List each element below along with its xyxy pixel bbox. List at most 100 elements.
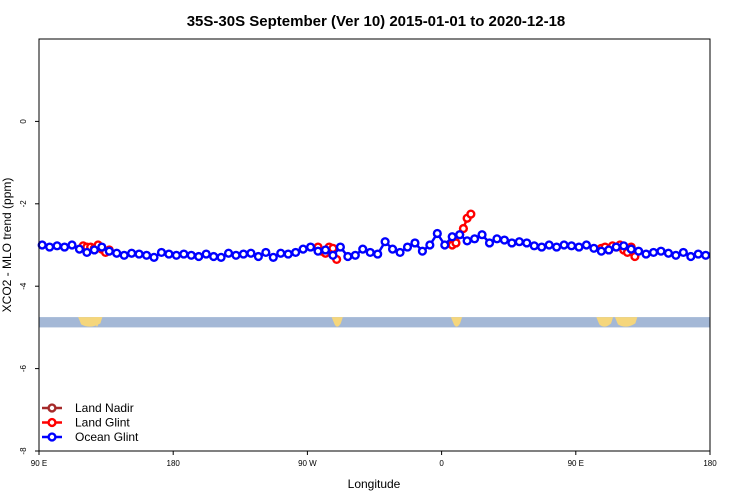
land-patch	[331, 317, 343, 327]
data-point-ocean-glint	[209, 251, 219, 262]
data-point-ocean-glint	[425, 240, 435, 250]
data-point-ocean-glint	[156, 247, 167, 258]
data-point-ocean-glint	[104, 246, 114, 256]
data-point-ocean-glint	[283, 249, 293, 259]
data-point-ocean-glint	[67, 240, 77, 250]
data-point-ocean-glint	[566, 241, 577, 251]
data-point-ocean-glint	[537, 242, 547, 252]
data-point-ocean-glint	[678, 247, 688, 258]
data-point-ocean-glint	[313, 246, 323, 256]
data-point-ocean-glint	[261, 247, 271, 258]
y-axis: 0 -2 -4 -6 -8	[19, 119, 39, 455]
data-point-land-glint	[328, 243, 338, 253]
y-axis-label: XCO2 - MLO trend (ppm)	[0, 178, 14, 313]
data-point-ocean-glint	[97, 242, 107, 252]
data-point-ocean-glint	[559, 240, 569, 250]
chart-title: 35S-30S September (Ver 10) 2015-01-01 to…	[187, 13, 566, 30]
data-point-ocean-glint	[693, 249, 703, 259]
data-point-land-glint	[451, 238, 461, 248]
data-point-ocean-glint	[37, 240, 47, 250]
data-point-ocean-glint	[119, 250, 129, 260]
data-point-ocean-glint	[477, 230, 487, 240]
data-point-ocean-glint	[432, 228, 442, 239]
data-point-ocean-glint	[358, 244, 368, 254]
data-point-land-glint	[466, 209, 476, 219]
data-point-ocean-glint	[52, 241, 62, 251]
legend-marker	[47, 432, 57, 442]
land-patch	[93, 317, 101, 327]
data-point-ocean-glint	[186, 250, 196, 260]
data-point-ocean-glint	[231, 250, 241, 260]
data-point-ocean-glint	[626, 244, 636, 254]
legend-item-land-nadir: Land Nadir	[42, 401, 134, 415]
series-layer	[37, 209, 711, 265]
data-point-ocean-glint	[440, 240, 450, 250]
data-point-ocean-glint	[455, 230, 465, 240]
data-point-ocean-glint	[149, 252, 159, 262]
legend-marker	[47, 403, 57, 413]
data-point-ocean-glint	[373, 249, 383, 259]
data-point-ocean-glint	[276, 248, 286, 258]
data-point-ocean-glint	[619, 241, 629, 251]
x-axis: 90 E 180 90 W 0 90 E 180	[31, 451, 717, 468]
data-point-ocean-glint	[112, 248, 122, 258]
data-point-ocean-glint	[417, 246, 428, 256]
x-tick-label: 90 E	[31, 459, 47, 468]
data-point-ocean-glint	[492, 234, 502, 244]
data-point-ocean-glint	[469, 234, 480, 244]
data-point-ocean-glint	[253, 251, 263, 262]
data-point-ocean-glint	[589, 243, 599, 253]
data-point-ocean-glint	[611, 242, 621, 252]
legend-item-ocean-glint: Ocean Glint	[42, 430, 139, 444]
data-point-ocean-glint	[395, 247, 405, 258]
y-tick-label: -6	[19, 364, 28, 372]
x-tick-label: 0	[439, 459, 444, 468]
data-point-ocean-glint	[141, 250, 152, 260]
data-point-ocean-glint	[529, 241, 539, 251]
data-point-ocean-glint	[484, 238, 495, 248]
data-point-ocean-glint	[268, 252, 278, 262]
data-point-ocean-glint	[380, 237, 390, 247]
data-point-ocean-glint	[462, 236, 472, 246]
data-point-ocean-glint	[134, 249, 144, 259]
data-point-ocean-glint	[656, 246, 666, 256]
plot-frame	[38, 38, 711, 452]
x-tick-label: 90 E	[568, 459, 584, 468]
series-ocean-glint	[37, 228, 711, 262]
data-point-ocean-glint	[246, 248, 256, 258]
data-point-ocean-glint	[89, 245, 99, 255]
surface-band	[39, 317, 710, 328]
data-point-ocean-glint	[604, 245, 614, 255]
ocean-band	[39, 317, 710, 328]
data-point-ocean-glint	[596, 246, 606, 256]
data-point-ocean-glint	[499, 235, 510, 245]
legend-label: Ocean Glint	[75, 430, 139, 444]
data-point-ocean-glint	[648, 247, 659, 258]
y-tick-label: -4	[19, 282, 28, 290]
data-point-ocean-glint	[634, 246, 644, 256]
data-point-ocean-glint	[663, 248, 674, 258]
data-point-ocean-glint	[641, 249, 651, 259]
data-point-ocean-glint	[552, 242, 562, 252]
legend-item-land-glint: Land Glint	[42, 416, 130, 430]
x-tick-label: 180	[703, 459, 717, 468]
data-point-ocean-glint	[305, 242, 316, 252]
data-point-ocean-glint	[447, 232, 457, 242]
data-point-ocean-glint	[223, 248, 234, 258]
data-point-ocean-glint	[522, 238, 532, 248]
data-point-ocean-glint	[387, 244, 398, 254]
data-point-ocean-glint	[581, 240, 592, 250]
data-point-ocean-glint	[238, 249, 249, 259]
data-point-ocean-glint	[365, 247, 375, 258]
data-point-ocean-glint	[82, 247, 92, 258]
data-point-ocean-glint	[298, 244, 308, 254]
legend-label: Land Glint	[75, 416, 130, 430]
data-point-ocean-glint	[59, 242, 70, 252]
data-point-ocean-glint	[335, 242, 345, 252]
data-point-ocean-glint	[320, 245, 331, 255]
x-tick-label: 90 W	[298, 459, 317, 468]
data-point-ocean-glint	[701, 250, 711, 260]
data-point-ocean-glint	[410, 238, 420, 248]
y-tick-label: -2	[19, 200, 28, 208]
